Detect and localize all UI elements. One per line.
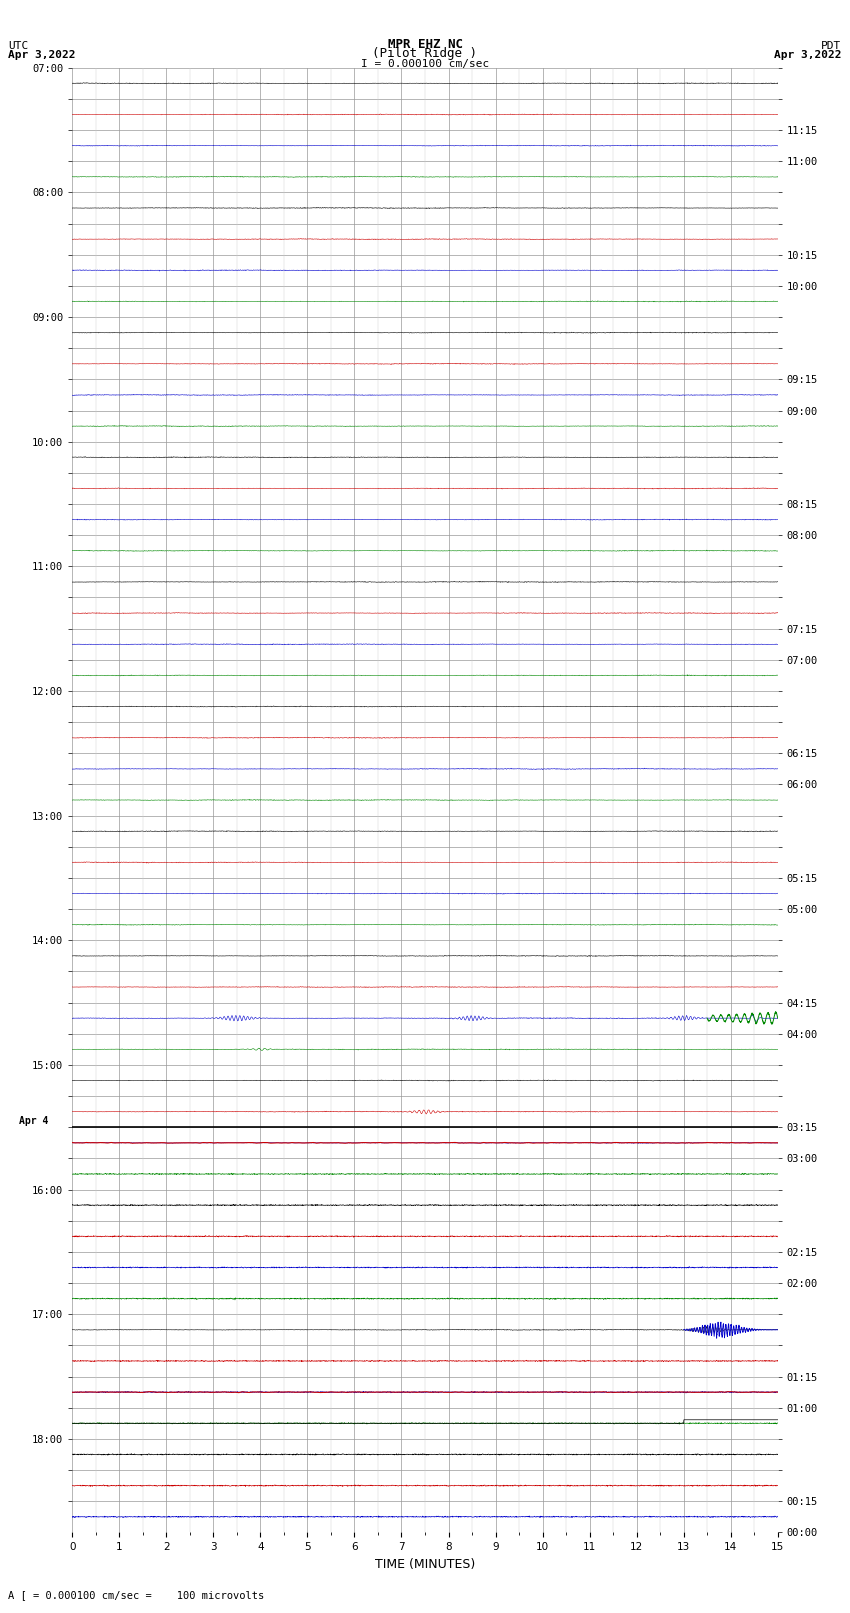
Text: I = 0.000100 cm/sec: I = 0.000100 cm/sec: [361, 58, 489, 69]
Text: PDT: PDT: [821, 40, 842, 50]
Text: MPR EHZ NC: MPR EHZ NC: [388, 37, 462, 50]
Text: A [ = 0.000100 cm/sec =    100 microvolts: A [ = 0.000100 cm/sec = 100 microvolts: [8, 1590, 264, 1600]
Text: Apr 3,2022: Apr 3,2022: [8, 50, 76, 60]
Text: (Pilot Ridge ): (Pilot Ridge ): [372, 47, 478, 60]
Text: Apr 4: Apr 4: [20, 1116, 48, 1126]
Text: Apr 3,2022: Apr 3,2022: [774, 50, 842, 60]
Text: UTC: UTC: [8, 40, 29, 50]
X-axis label: TIME (MINUTES): TIME (MINUTES): [375, 1558, 475, 1571]
